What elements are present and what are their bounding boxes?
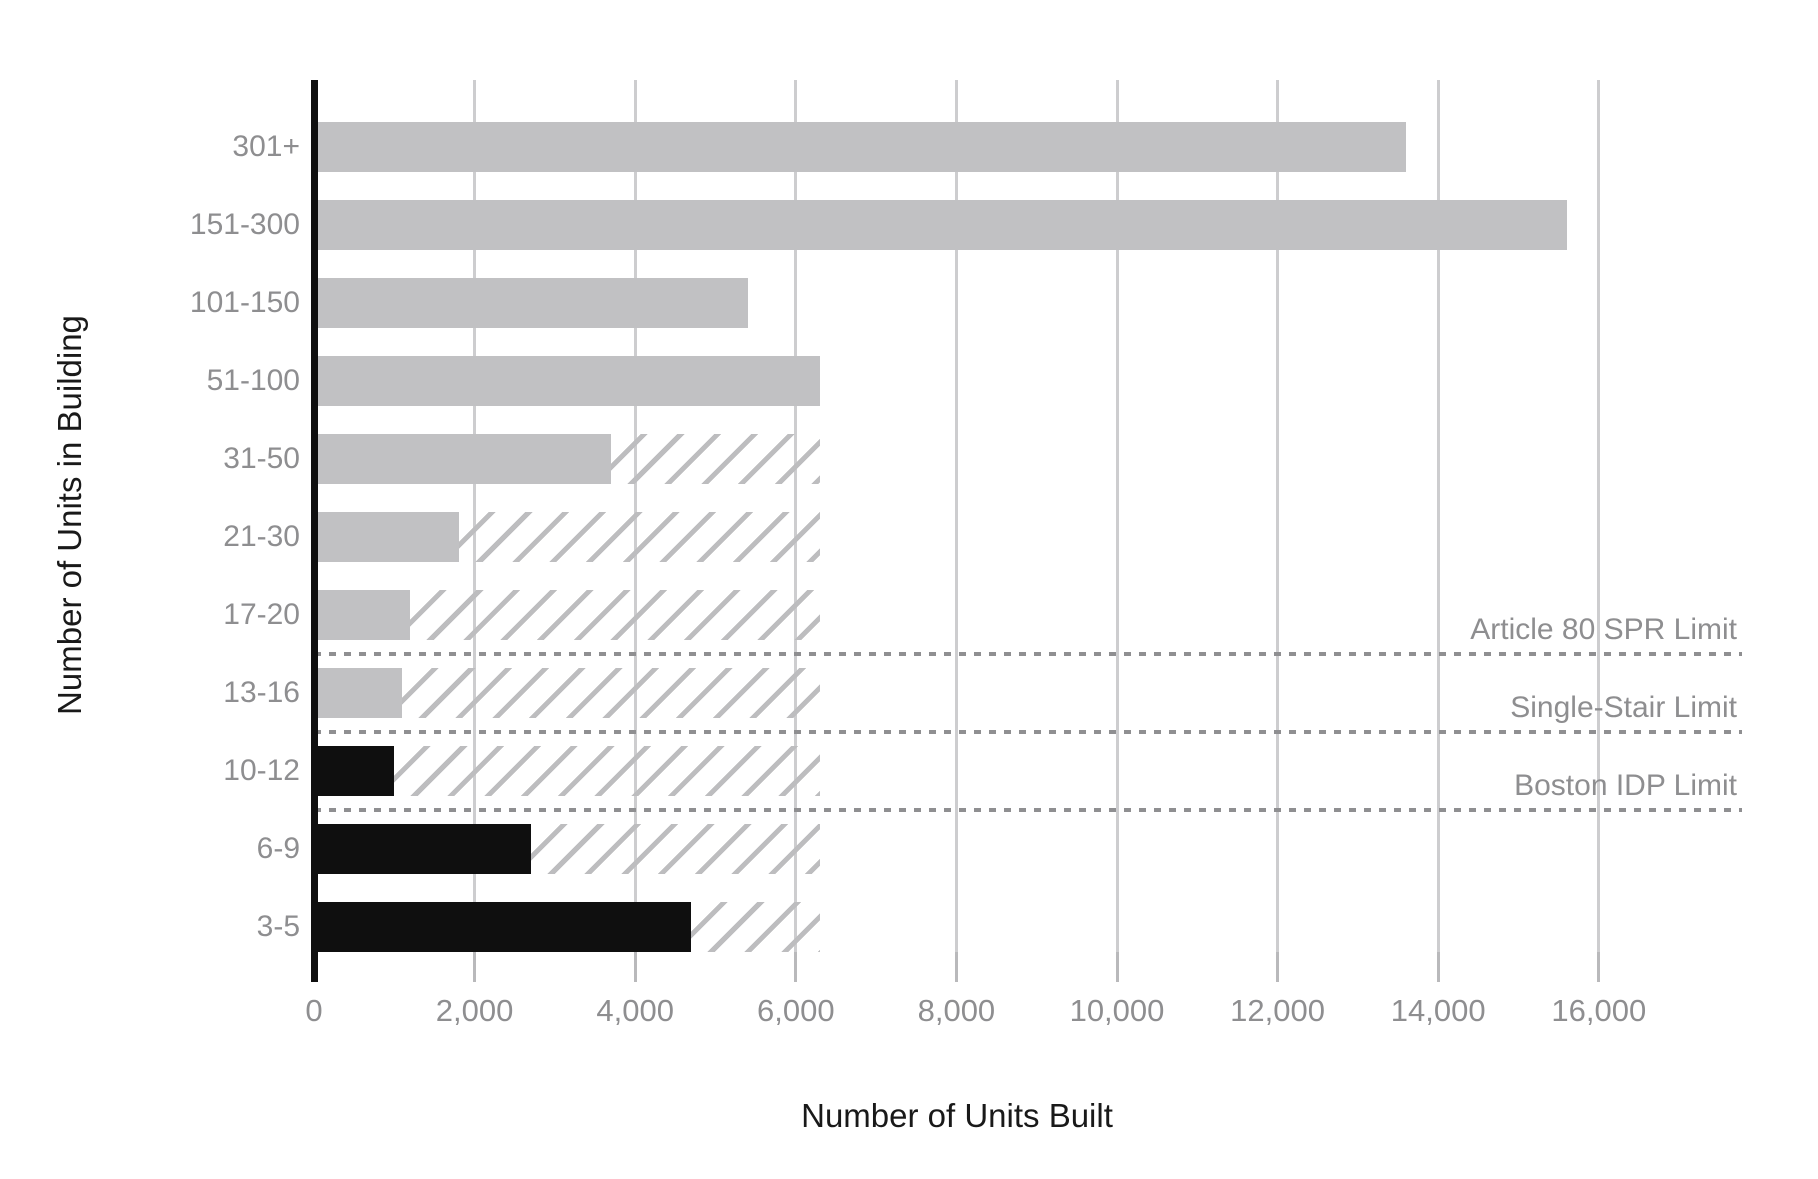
x-tick-label: 6,000: [757, 993, 835, 1028]
limit-label: Single-Stair Limit: [1510, 691, 1737, 724]
category-label: 3-5: [256, 910, 300, 943]
bar: [314, 434, 612, 484]
x-tick-label: 12,000: [1230, 993, 1325, 1028]
x-axis-tick: [1597, 952, 1601, 982]
gridline: [1115, 80, 1119, 952]
bar: [314, 902, 692, 952]
y-axis-line: [311, 80, 318, 982]
bar-hatch: [611, 434, 820, 484]
x-tick-label: 14,000: [1390, 993, 1486, 1028]
gridline: [1436, 80, 1440, 952]
bar: [314, 356, 820, 406]
limit-line: [314, 730, 1742, 734]
bar-hatch: [402, 668, 820, 718]
bar: [314, 824, 531, 874]
x-tick-label: 2,000: [435, 993, 514, 1028]
gridline: [1597, 80, 1601, 952]
category-label: 31-50: [223, 442, 300, 475]
x-axis-tick: [633, 952, 637, 982]
bar-hatch: [691, 902, 820, 952]
bar: [314, 512, 459, 562]
bar: [314, 200, 1567, 250]
x-tick-label: 10,000: [1069, 993, 1165, 1028]
limit-line: [314, 652, 1742, 656]
bar: [314, 746, 395, 796]
bar-hatch: [458, 512, 820, 562]
bar-hatch: [410, 590, 820, 640]
x-tick-label: 0: [305, 993, 323, 1028]
x-tick-label: 4,000: [596, 993, 674, 1028]
plot-area: [311, 80, 1760, 982]
category-label: 10-12: [223, 754, 300, 787]
bar-hatch: [394, 746, 820, 796]
x-axis-tick: [1436, 952, 1440, 982]
x-axis-tick: [794, 952, 798, 982]
x-axis-tick: [1276, 952, 1280, 982]
category-label: 13-16: [223, 676, 300, 709]
bar: [314, 278, 748, 328]
category-label: 301+: [232, 130, 300, 163]
category-label: 51-100: [206, 364, 300, 397]
category-label: 21-30: [223, 520, 300, 553]
category-label: 151-300: [189, 208, 300, 241]
bar-hatch: [530, 824, 820, 874]
limit-label: Article 80 SPR Limit: [1470, 613, 1737, 646]
limit-label: Boston IDP Limit: [1514, 769, 1737, 802]
category-label: 101-150: [189, 286, 300, 319]
category-label: 17-20: [223, 598, 300, 631]
gridline: [1276, 80, 1280, 952]
x-axis-tick: [954, 952, 958, 982]
x-tick-label: 16,000: [1551, 993, 1647, 1028]
x-axis-tick: [473, 952, 477, 982]
limit-line: [314, 808, 1742, 812]
y-axis-title: Number of Units in Building: [51, 315, 88, 715]
bar: [314, 668, 403, 718]
gridline: [954, 80, 958, 952]
x-axis-tick: [1115, 952, 1119, 982]
bar: [314, 590, 411, 640]
category-label: 6-9: [256, 832, 300, 865]
bar: [314, 122, 1407, 172]
x-tick-label: 8,000: [917, 993, 996, 1028]
x-axis-title: Number of Units Built: [801, 1097, 1113, 1134]
